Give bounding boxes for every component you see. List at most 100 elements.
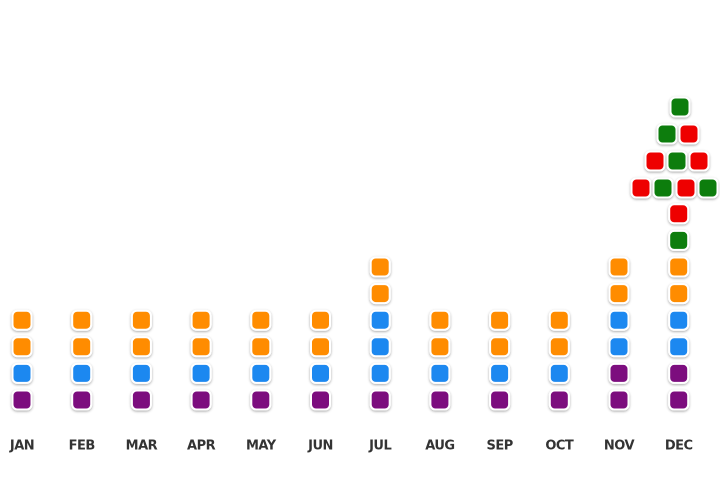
unit-square bbox=[190, 389, 212, 411]
unit-square bbox=[369, 362, 391, 384]
tree-decoration bbox=[630, 96, 719, 199]
unit-stack bbox=[608, 362, 630, 411]
unit-square bbox=[489, 362, 511, 384]
unit-square bbox=[11, 389, 33, 411]
unit-square bbox=[369, 389, 391, 411]
unit-square bbox=[71, 362, 93, 384]
unit-square bbox=[608, 256, 630, 278]
unit-square bbox=[668, 283, 690, 305]
unit-square bbox=[668, 336, 690, 358]
unit-stack bbox=[310, 362, 331, 384]
x-tick-label: NOV bbox=[604, 439, 635, 454]
unit-square bbox=[130, 336, 152, 358]
unit-stack bbox=[250, 309, 272, 358]
unit-square bbox=[369, 309, 391, 331]
unit-stack bbox=[250, 362, 272, 384]
unit-square bbox=[130, 389, 152, 411]
unit-square bbox=[489, 309, 511, 331]
unit-stack bbox=[250, 389, 272, 411]
unit-square bbox=[548, 336, 570, 358]
unit-square bbox=[548, 309, 570, 331]
unit-square bbox=[668, 309, 690, 331]
x-tick-label: OCT bbox=[545, 439, 574, 454]
unit-square bbox=[548, 362, 570, 384]
unit-stack bbox=[11, 389, 33, 411]
unit-square bbox=[190, 362, 212, 384]
unit-square bbox=[310, 362, 331, 384]
x-tick-label: JUL bbox=[368, 439, 391, 454]
unit-square bbox=[608, 283, 630, 305]
unit-square bbox=[429, 362, 451, 384]
unit-square bbox=[548, 389, 570, 411]
unit-stack bbox=[310, 309, 331, 358]
unit-stack bbox=[71, 362, 93, 384]
unit-square bbox=[369, 336, 391, 358]
unit-square bbox=[608, 389, 630, 411]
unit-stack bbox=[668, 256, 690, 305]
unit-stack bbox=[668, 203, 690, 225]
x-tick-label: DEC bbox=[665, 439, 693, 454]
unit-stack bbox=[489, 389, 511, 411]
unit-square bbox=[71, 336, 93, 358]
unit-stack bbox=[548, 362, 570, 384]
unit-square bbox=[608, 309, 630, 331]
unit-square bbox=[668, 203, 690, 225]
unit-square bbox=[668, 389, 690, 411]
unit-square bbox=[369, 283, 391, 305]
unit-stack bbox=[11, 309, 33, 358]
unit-square bbox=[11, 362, 33, 384]
unit-square bbox=[310, 309, 331, 331]
unit-stack bbox=[71, 309, 93, 358]
unit-stack bbox=[130, 389, 152, 411]
unit-square bbox=[429, 309, 451, 331]
unit-stack bbox=[310, 389, 331, 411]
unit-stack bbox=[130, 309, 152, 358]
x-tick-label: MAR bbox=[126, 439, 158, 454]
unit-square bbox=[429, 389, 451, 411]
x-tick-label: AUG bbox=[425, 439, 454, 454]
x-tick-label: MAY bbox=[246, 439, 277, 454]
unit-square bbox=[608, 336, 630, 358]
unit-square bbox=[190, 336, 212, 358]
unit-stack bbox=[608, 309, 630, 358]
unit-stack bbox=[429, 362, 451, 384]
unit-stack bbox=[190, 362, 212, 384]
unit-square bbox=[668, 362, 690, 384]
unit-square bbox=[310, 389, 331, 411]
unit-square bbox=[429, 336, 451, 358]
unit-stack bbox=[668, 362, 690, 411]
unit-stack bbox=[130, 362, 152, 384]
unit-stack bbox=[429, 309, 451, 358]
unit-stack bbox=[369, 389, 391, 411]
unit-square bbox=[250, 389, 272, 411]
unit-square bbox=[11, 336, 33, 358]
unit-stack bbox=[489, 362, 511, 384]
unit-stack bbox=[548, 389, 570, 411]
unit-square bbox=[668, 256, 690, 278]
x-tick-label: FEB bbox=[69, 439, 95, 454]
unit-stack bbox=[71, 389, 93, 411]
unit-stack bbox=[668, 229, 690, 251]
x-tick-label: JUN bbox=[307, 439, 333, 454]
unit-stack bbox=[429, 389, 451, 411]
unit-stack bbox=[190, 389, 212, 411]
unit-square bbox=[608, 362, 630, 384]
unit-square bbox=[489, 389, 511, 411]
unit-square bbox=[250, 309, 272, 331]
unit-stack bbox=[668, 309, 690, 358]
x-tick-label: SEP bbox=[486, 439, 512, 454]
x-tick-label: APR bbox=[187, 439, 216, 454]
unit-stack bbox=[11, 362, 33, 384]
unit-square bbox=[190, 309, 212, 331]
unit-square bbox=[668, 229, 690, 251]
unit-square bbox=[250, 336, 272, 358]
unit-stack bbox=[489, 309, 511, 358]
unit-stack bbox=[190, 309, 212, 358]
unit-stack bbox=[608, 256, 630, 305]
unit-square bbox=[11, 309, 33, 331]
unit-square bbox=[71, 309, 93, 331]
unit-square bbox=[250, 362, 272, 384]
unit-stack bbox=[369, 256, 391, 305]
unit-square bbox=[130, 362, 152, 384]
